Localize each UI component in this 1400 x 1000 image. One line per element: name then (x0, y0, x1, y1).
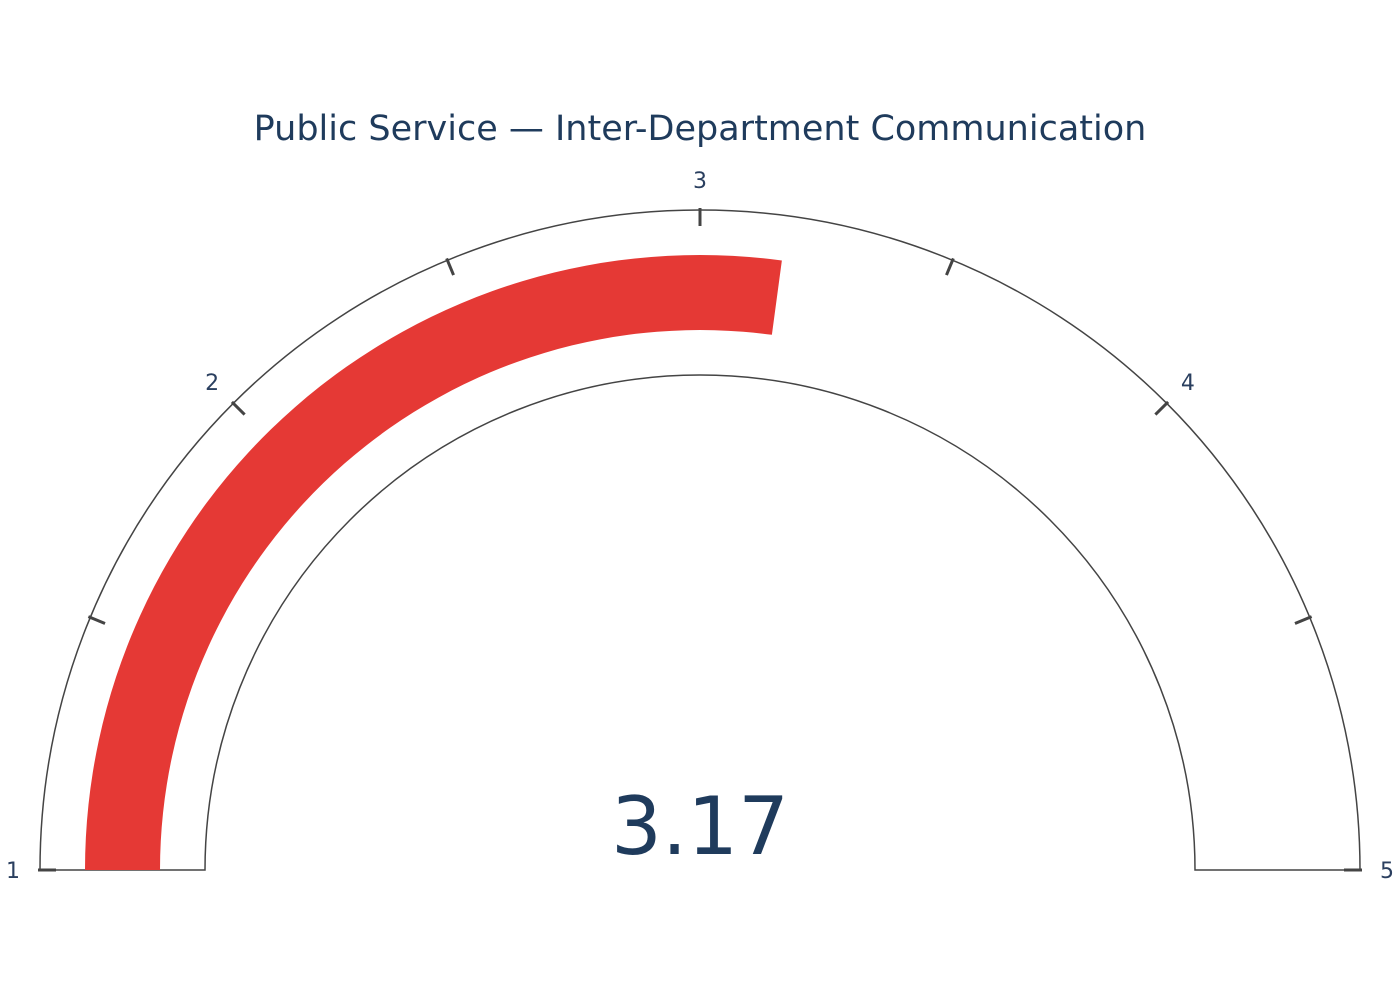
minor-tick-mark (445, 257, 455, 276)
tick-label: 1 (6, 859, 20, 884)
minor-tick-mark (1294, 615, 1313, 625)
tick-label: 5 (1380, 859, 1394, 884)
tick-label: 4 (1181, 371, 1195, 396)
gauge-value-bar (85, 254, 782, 870)
chart-title: Public Service — Inter-Department Commun… (254, 109, 1147, 149)
major-tick-mark (1154, 400, 1170, 416)
gauge-ticks: 1 2 3 4 5 (6, 169, 1394, 884)
major-tick-mark (230, 400, 246, 416)
tick-label: 2 (205, 371, 219, 396)
tick-label: 3 (693, 169, 707, 194)
minor-tick-mark (87, 615, 106, 625)
gauge-value-number: 3.17 (611, 780, 789, 873)
minor-tick-mark (945, 257, 955, 276)
